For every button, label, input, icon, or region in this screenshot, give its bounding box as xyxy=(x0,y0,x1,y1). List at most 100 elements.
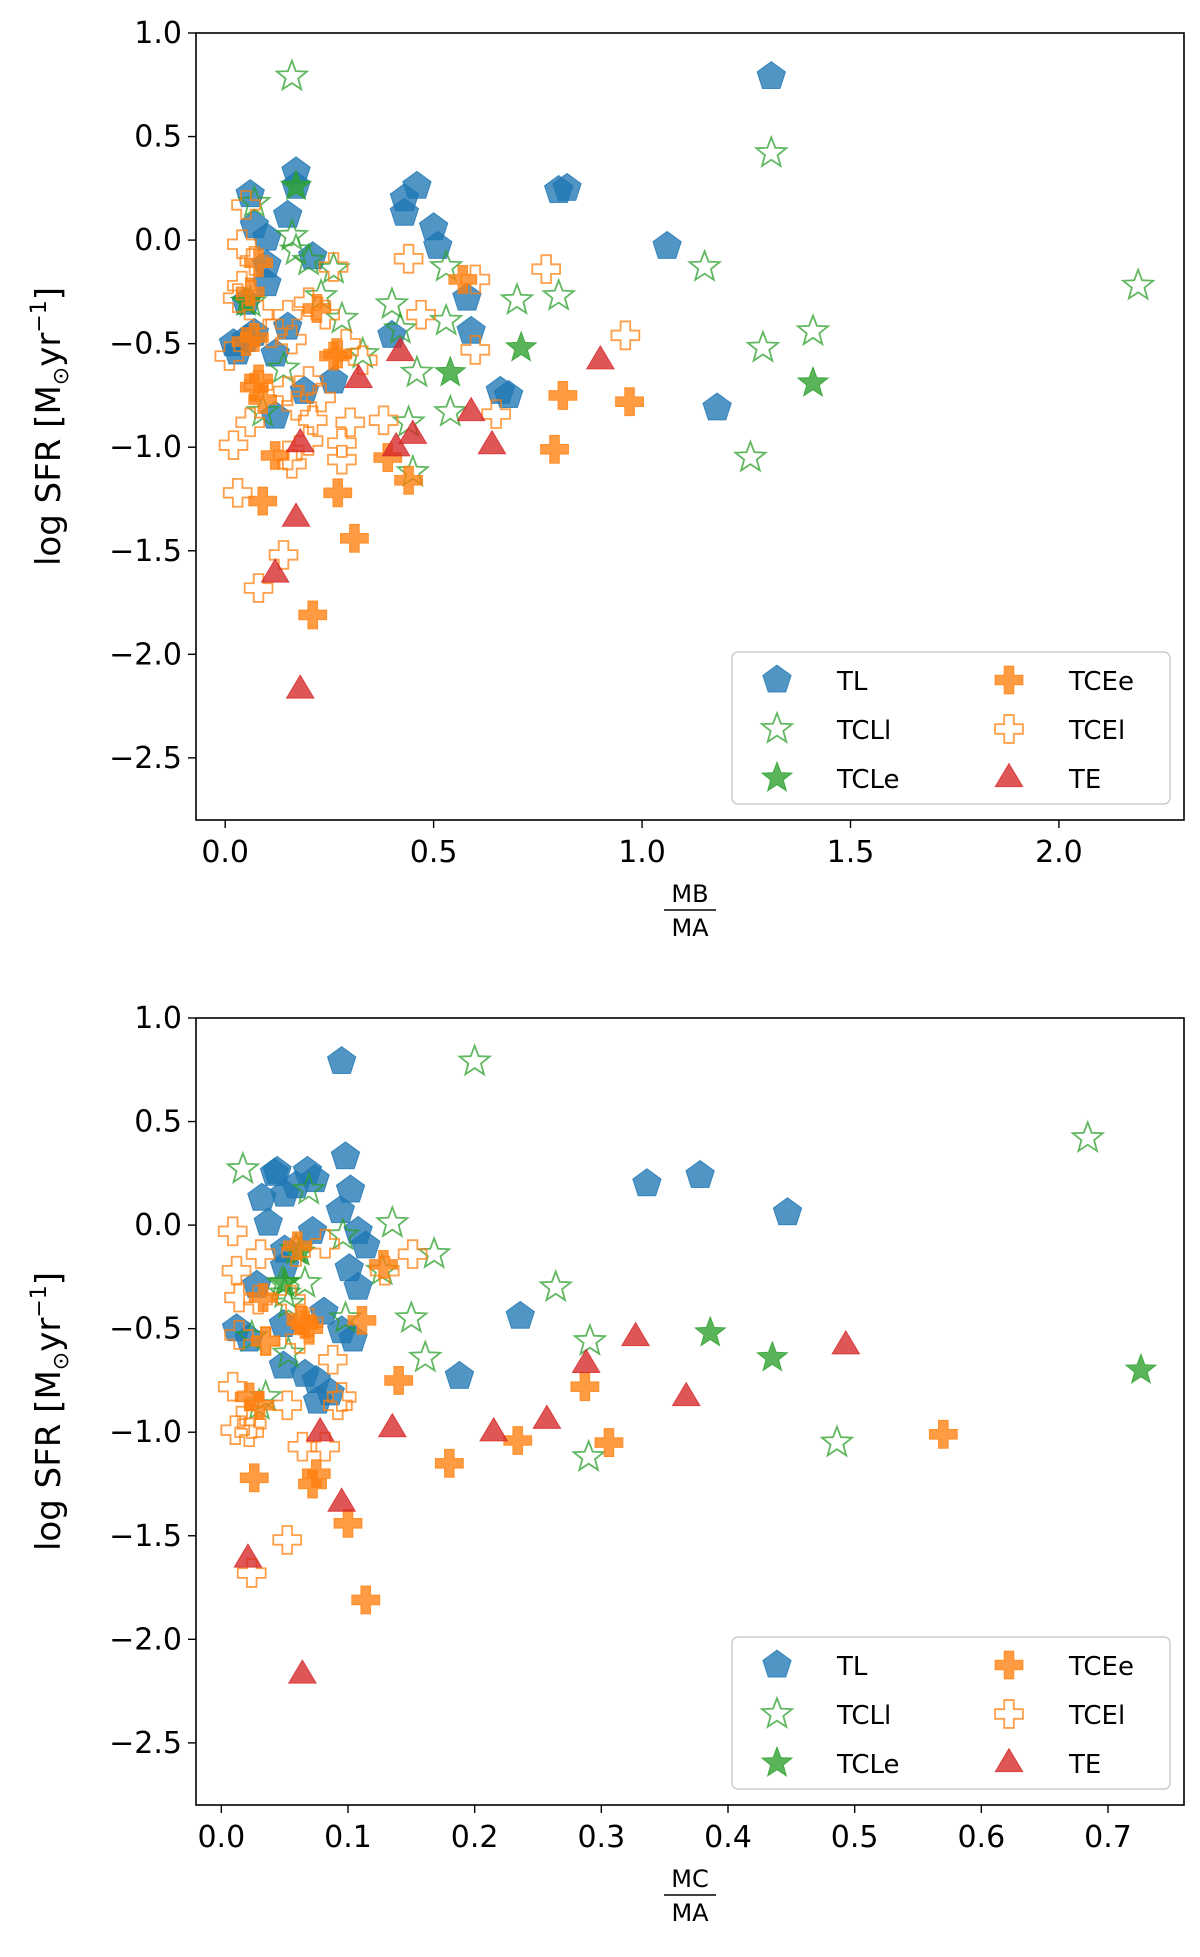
point-tcle-1 xyxy=(268,1265,302,1298)
legend-marker-tl xyxy=(762,664,792,693)
point-tcee-7 xyxy=(319,341,348,371)
point-tcel-16 xyxy=(217,1371,248,1402)
point-tl-12 xyxy=(325,1195,356,1224)
point-tcee-14 xyxy=(594,1428,624,1457)
point-tcee-20 xyxy=(298,600,328,630)
point-te-4 xyxy=(398,419,428,444)
point-tcll-7 xyxy=(687,248,723,282)
point-tcll-23 xyxy=(571,1438,607,1472)
point-te-10 xyxy=(287,1659,317,1684)
scatter-plot-mb-ma: 0.0 0.5 1.0 1.5 2.0 1.0 0.5 0.0 −0.5 −1.0 −1.5 −2.0… xyxy=(27,16,1185,942)
series-tcee xyxy=(231,248,644,630)
legend-label-tcel: TCEl xyxy=(1068,1701,1125,1731)
point-te-6 xyxy=(479,1416,509,1442)
legend-label-tcee: TCEe xyxy=(1068,667,1134,697)
legend-marker-tcel xyxy=(994,1699,1024,1729)
legend-marker-tcle xyxy=(760,1745,794,1777)
y-tick-label: −1.0 xyxy=(109,430,182,465)
point-te-0 xyxy=(620,1321,651,1347)
point-tcll-2 xyxy=(225,1150,261,1185)
point-tcll-12 xyxy=(499,281,535,316)
point-tl-9 xyxy=(272,199,303,228)
point-tcll-21 xyxy=(399,354,435,388)
legend-marker-tl xyxy=(762,1649,792,1678)
point-tl-14 xyxy=(253,1207,283,1236)
point-tcll-16 xyxy=(572,1322,608,1356)
point-tcel-32 xyxy=(327,428,357,458)
point-tcel-35 xyxy=(327,444,357,475)
legend-label-tcll: TCLl xyxy=(836,1701,891,1731)
x-tick-label: 1.0 xyxy=(618,835,666,870)
point-tcel-6 xyxy=(369,1255,400,1286)
point-tcll-1 xyxy=(1070,1119,1106,1154)
point-tcel-1 xyxy=(310,1228,341,1259)
point-tcll-8 xyxy=(1120,267,1156,301)
legend-box xyxy=(731,651,1171,805)
y-tick-label: 0.5 xyxy=(134,1105,182,1140)
point-tcel-22 xyxy=(243,370,274,400)
point-tl-21 xyxy=(343,1271,373,1300)
legend-marker-te xyxy=(994,1747,1024,1773)
x-tick-label: 0.3 xyxy=(577,1820,625,1855)
point-tcll-0 xyxy=(457,1043,493,1077)
y-tick-label: −1.0 xyxy=(109,1415,182,1450)
point-tl-11 xyxy=(247,1182,277,1211)
point-tl-17 xyxy=(350,1230,381,1259)
point-tcel-30 xyxy=(335,407,366,438)
point-tcee-11 xyxy=(548,381,578,410)
point-te-9 xyxy=(260,558,290,583)
point-tcel-13 xyxy=(406,299,436,330)
y-tick-label: −1.5 xyxy=(109,1519,182,1554)
legend: TL TCLl TCLe TCEe TCEl TE xyxy=(731,651,1171,805)
point-tcel-6 xyxy=(227,270,257,301)
series-tcee xyxy=(234,1231,958,1615)
point-te-8 xyxy=(281,502,311,527)
y-axis-label: log SFR [M⊙yr−1] xyxy=(27,287,74,566)
point-tl-32 xyxy=(702,392,732,421)
point-te-4 xyxy=(532,1404,562,1429)
legend-marker-tcle xyxy=(760,760,794,792)
point-tcel-5 xyxy=(531,254,561,284)
series-te xyxy=(233,1321,861,1684)
series-te xyxy=(260,336,615,699)
point-tl-0 xyxy=(756,60,787,90)
x-axis-label: MC MA xyxy=(664,1865,716,1927)
y-tick-label: 1.0 xyxy=(134,1001,182,1036)
legend-marker-tcee xyxy=(994,1650,1024,1680)
scatter-plot-mc-ma: 0.0 0.1 0.2 0.3 0.4 0.5 0.6 0.7 1.0 0.5 0.0 −0.5 −1.… xyxy=(27,1001,1185,1927)
point-tcel-29 xyxy=(235,407,266,438)
point-tcel-15 xyxy=(285,1324,315,1354)
point-tl-10 xyxy=(335,1174,366,1203)
x-tick-label: 2.0 xyxy=(1035,835,1083,870)
point-tcel-11 xyxy=(272,299,303,330)
point-tcel-20 xyxy=(235,1396,266,1427)
legend-label-tcll: TCLl xyxy=(836,716,891,746)
point-tcee-8 xyxy=(384,1366,414,1395)
x-label-numerator: MB xyxy=(671,880,708,908)
point-tcel-27 xyxy=(236,1558,267,1588)
point-te-7 xyxy=(477,429,507,455)
point-tcel-4 xyxy=(318,252,349,282)
point-tcle-0 xyxy=(279,168,313,201)
point-te-6 xyxy=(381,431,411,457)
point-tcll-25 xyxy=(732,439,768,473)
x-tick-label: 0.0 xyxy=(201,835,249,870)
x-tick-label: 1.5 xyxy=(827,835,875,870)
point-tcee-12 xyxy=(615,387,644,417)
point-tcee-13 xyxy=(503,1426,533,1455)
point-tcel-7 xyxy=(460,264,491,295)
legend-label-tl: TL xyxy=(836,667,868,697)
point-tcle-3 xyxy=(755,1340,789,1372)
point-te-1 xyxy=(831,1329,861,1355)
point-tcel-8 xyxy=(222,283,253,313)
point-te-2 xyxy=(585,344,615,370)
point-tcel-22 xyxy=(220,1415,251,1445)
point-tcee-17 xyxy=(239,1463,269,1493)
y-tick-label: −2.5 xyxy=(109,741,182,776)
point-tcel-36 xyxy=(277,448,307,479)
point-tcel-25 xyxy=(281,390,311,421)
x-tick-label: 0.4 xyxy=(704,1820,752,1855)
y-tick-label: −0.5 xyxy=(109,1312,182,1347)
y-tick-label: −1.5 xyxy=(109,534,182,569)
